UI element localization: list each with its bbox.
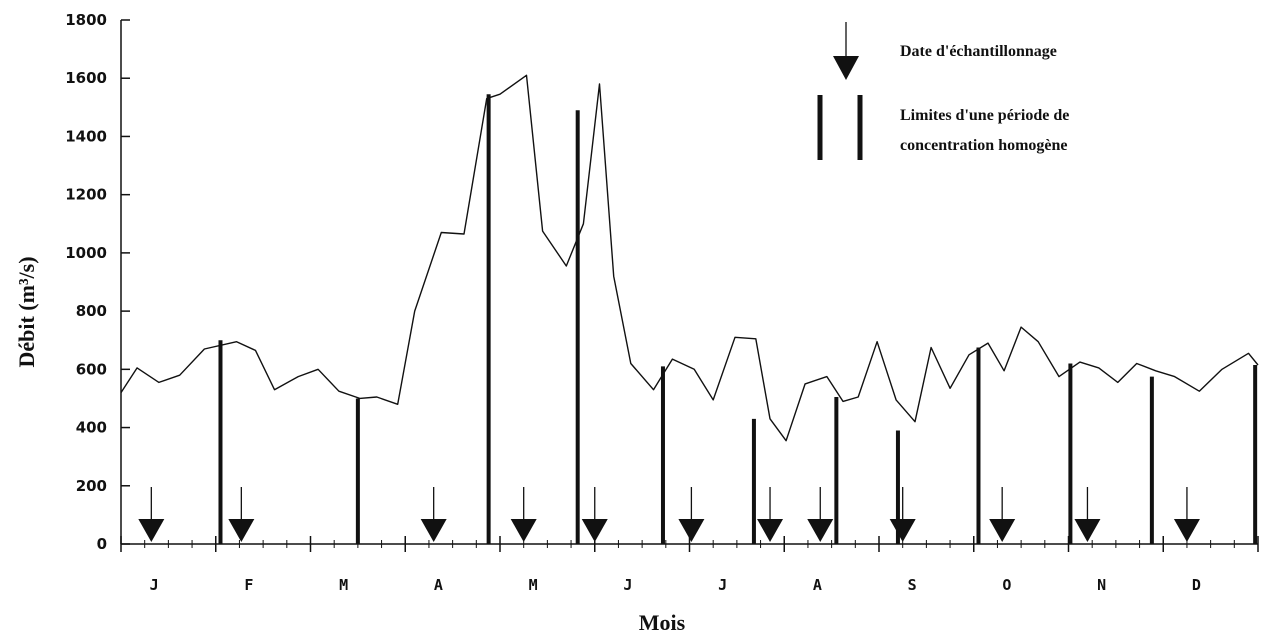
- sampling-date-arrow: [420, 487, 447, 542]
- x-tick-label: F: [244, 576, 253, 594]
- y-tick-label: 200: [76, 477, 107, 495]
- legend-limits-label-line1: Limites d'une période de: [900, 107, 1069, 124]
- x-tick-label: J: [623, 576, 632, 594]
- x-tick-label: J: [718, 576, 727, 594]
- x-axis-title: Mois: [639, 610, 686, 635]
- sampling-date-arrow: [510, 487, 537, 542]
- sampling-date-arrow: [228, 487, 255, 542]
- x-tick-label: J: [150, 576, 159, 594]
- x-tick-label: M: [339, 576, 348, 594]
- sampling-arrow-head: [581, 519, 608, 542]
- sampling-date-arrow: [1173, 487, 1200, 542]
- legend: Date d'échantillonnage Limites d'une pér…: [817, 22, 1069, 160]
- sampling-date-arrow: [989, 487, 1016, 542]
- legend-limits-label-line2: concentration homogène: [900, 137, 1068, 154]
- period-limit-bars: [218, 94, 1258, 544]
- y-tick-label: 1400: [65, 127, 107, 145]
- sampling-arrow-head: [1074, 519, 1101, 542]
- y-tick-label: 1000: [65, 244, 107, 262]
- sampling-arrow-head: [510, 519, 537, 542]
- sampling-date-arrow: [1074, 487, 1101, 542]
- sampling-arrow-head: [228, 519, 255, 542]
- sampling-arrow-head: [807, 519, 834, 542]
- discharge-series: [120, 74, 1259, 442]
- x-tick-label: O: [1002, 576, 1011, 594]
- y-axis-title: Débit (m³/s): [14, 256, 39, 367]
- sampling-arrow-head: [757, 519, 784, 542]
- y-tick-label: 1600: [65, 69, 107, 87]
- sampling-date-arrow: [889, 487, 916, 542]
- sampling-arrow-head: [678, 519, 705, 542]
- legend-sampling-label: Date d'échantillonnage: [900, 43, 1057, 60]
- sampling-date-arrow: [138, 487, 165, 542]
- y-tick-label: 1200: [65, 186, 107, 204]
- x-tick-label: A: [813, 576, 822, 594]
- sampling-date-arrow: [757, 487, 784, 542]
- sampling-date-arrow: [581, 487, 608, 542]
- legend-arrow-head: [833, 56, 859, 80]
- sampling-arrow-head: [889, 519, 916, 542]
- y-tick-label: 0: [97, 535, 107, 553]
- x-tick-label: M: [529, 576, 538, 594]
- sampling-date-markers: [138, 487, 1200, 542]
- discharge-line: [120, 74, 1259, 442]
- y-tick-label: 800: [76, 302, 107, 320]
- x-tick-label: N: [1097, 576, 1106, 594]
- x-tick-label: D: [1192, 576, 1201, 594]
- y-axis: 0 200 400 600 800 1000 1200 1400 1600 1800: [65, 11, 130, 553]
- y-tick-label: 600: [76, 360, 107, 378]
- sampling-date-arrow: [678, 487, 705, 542]
- sampling-arrow-head: [138, 519, 165, 542]
- x-tick-label: S: [908, 576, 917, 594]
- sampling-arrow-head: [1173, 519, 1200, 542]
- x-tick-label: A: [434, 576, 443, 594]
- sampling-date-arrow: [807, 487, 834, 542]
- y-tick-label: 1800: [65, 11, 107, 29]
- sampling-arrow-head: [420, 519, 447, 542]
- sampling-arrow-head: [989, 519, 1016, 542]
- y-tick-label: 400: [76, 419, 107, 437]
